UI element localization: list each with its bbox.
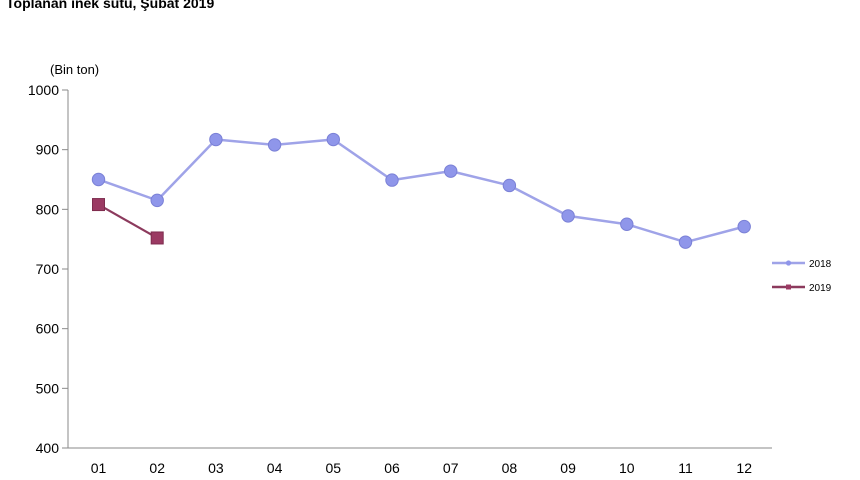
y-tick-label: 500 — [36, 380, 60, 396]
legend-marker-2019 — [786, 284, 791, 290]
data-point-2018-04 — [267, 138, 282, 152]
chart-title: Toplanan inek sütü, Şubat 2019 — [6, 0, 215, 11]
x-tick-label: 01 — [91, 460, 107, 476]
legend-marker-2018 — [785, 260, 792, 266]
data-point-2018-02 — [150, 193, 164, 208]
data-point-2018-06 — [385, 173, 399, 187]
data-point-2019-02 — [150, 231, 164, 245]
legend-label-2018: 2018 — [809, 259, 832, 270]
data-point-2018-09 — [561, 209, 575, 223]
x-tick-label: 02 — [149, 460, 165, 476]
data-point-2019-01 — [92, 198, 105, 212]
x-tick-label: 06 — [384, 460, 400, 476]
chart-axes: 400 500 600 700 800 900 1000 01 02 03 04 05 06 07 08 09… — [28, 82, 772, 476]
x-tick-label: 04 — [267, 460, 283, 476]
y-tick-label: 600 — [36, 321, 60, 337]
legend-label-2019: 2019 — [809, 283, 832, 294]
data-point-2018-10 — [620, 217, 634, 231]
data-point-2018-11 — [678, 235, 693, 249]
x-tick-label: 08 — [502, 460, 518, 476]
x-tick-label: 07 — [443, 460, 459, 476]
x-tick-label: 10 — [619, 460, 635, 476]
data-point-2018-03 — [209, 132, 223, 147]
y-tick-label: 800 — [36, 201, 60, 217]
series-layer — [91, 132, 751, 249]
x-tick-label: 11 — [678, 460, 693, 476]
chart-legend: 2018 2019 — [772, 259, 832, 294]
x-tick-label: 03 — [208, 460, 224, 476]
y-tick-label: 1000 — [28, 82, 59, 98]
y-tick-label: 900 — [36, 142, 60, 158]
series-line-2019 — [97, 203, 158, 239]
data-point-2018-05 — [326, 132, 340, 147]
y-axis-unit-label: (Bin ton) — [50, 62, 99, 77]
x-tick-label: 12 — [736, 460, 752, 476]
data-point-2018-12 — [737, 219, 751, 234]
y-tick-label: 700 — [36, 261, 60, 277]
y-tick-label: 400 — [36, 440, 60, 456]
series-line-2018 — [98, 138, 745, 244]
data-point-2018-07 — [444, 164, 458, 178]
x-tick-label: 05 — [326, 460, 342, 476]
x-tick-label: 09 — [560, 460, 576, 476]
data-point-2018-08 — [502, 178, 517, 193]
data-point-2018-01 — [91, 172, 106, 187]
